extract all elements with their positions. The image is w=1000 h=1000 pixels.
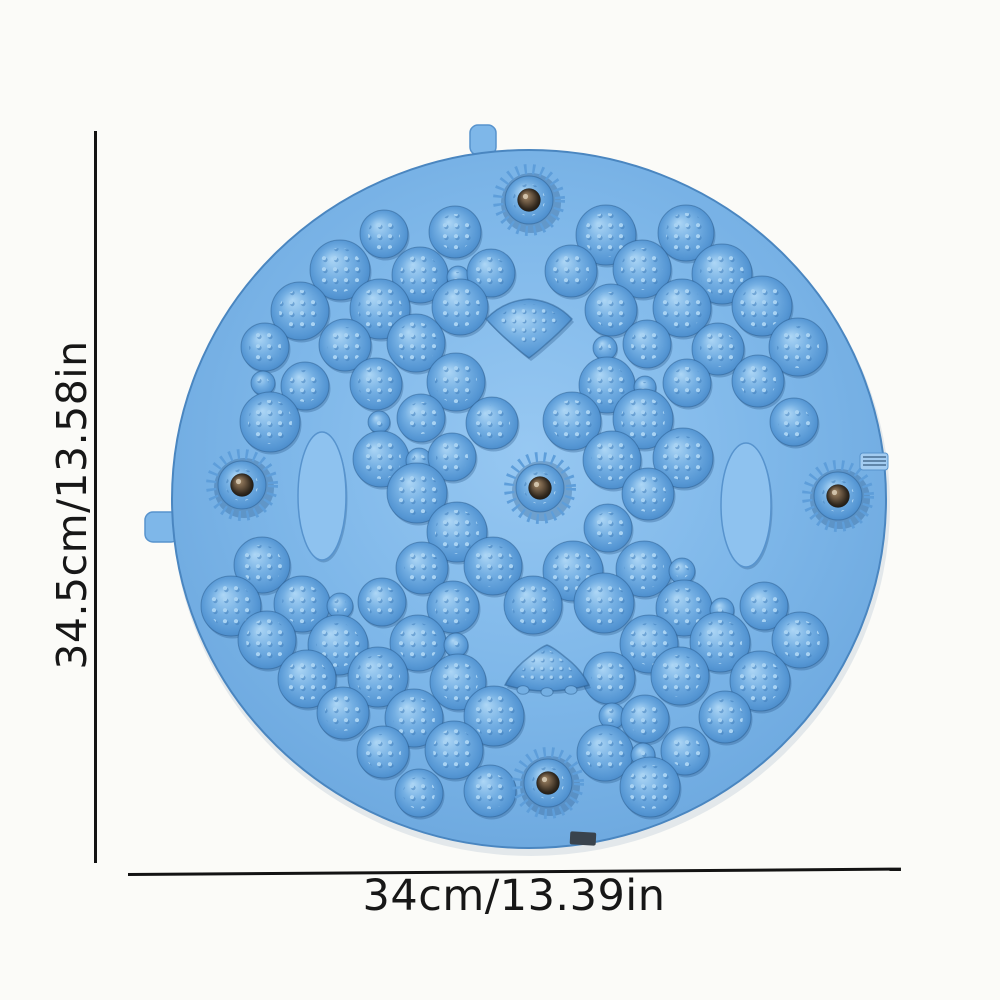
fan-texture-top [484, 298, 574, 361]
magnet-ball [517, 188, 541, 212]
connector-tab-bottom [569, 831, 597, 846]
width-dimension-label: 34cm/13.39in [362, 871, 666, 921]
magnet-stud [802, 460, 874, 532]
magnet-spike-ring [504, 452, 576, 524]
magnet-stud [493, 164, 565, 236]
magnet-stud [504, 452, 576, 524]
smooth-oval-right [720, 442, 772, 568]
magnet-spike-ring [493, 164, 565, 236]
magnet-ball [536, 771, 560, 795]
magnet-ball [826, 484, 850, 508]
connector-tab-top [469, 124, 497, 156]
magnet-ball [528, 476, 552, 500]
height-dimension-label: 34.5cm/13.58in [48, 340, 96, 670]
connector-tab-right [859, 452, 889, 471]
smooth-oval-left [297, 431, 347, 561]
height-dimension-line [94, 131, 97, 863]
magnet-spike-ring [206, 449, 278, 521]
magnet-spike-ring [802, 460, 874, 532]
magnet-stud [206, 449, 278, 521]
magnet-stud [512, 747, 584, 819]
magnet-spike-ring [512, 747, 584, 819]
fan-texture-bottom [503, 644, 591, 697]
magnet-ball [230, 473, 254, 497]
massage-bump-field [200, 204, 830, 820]
